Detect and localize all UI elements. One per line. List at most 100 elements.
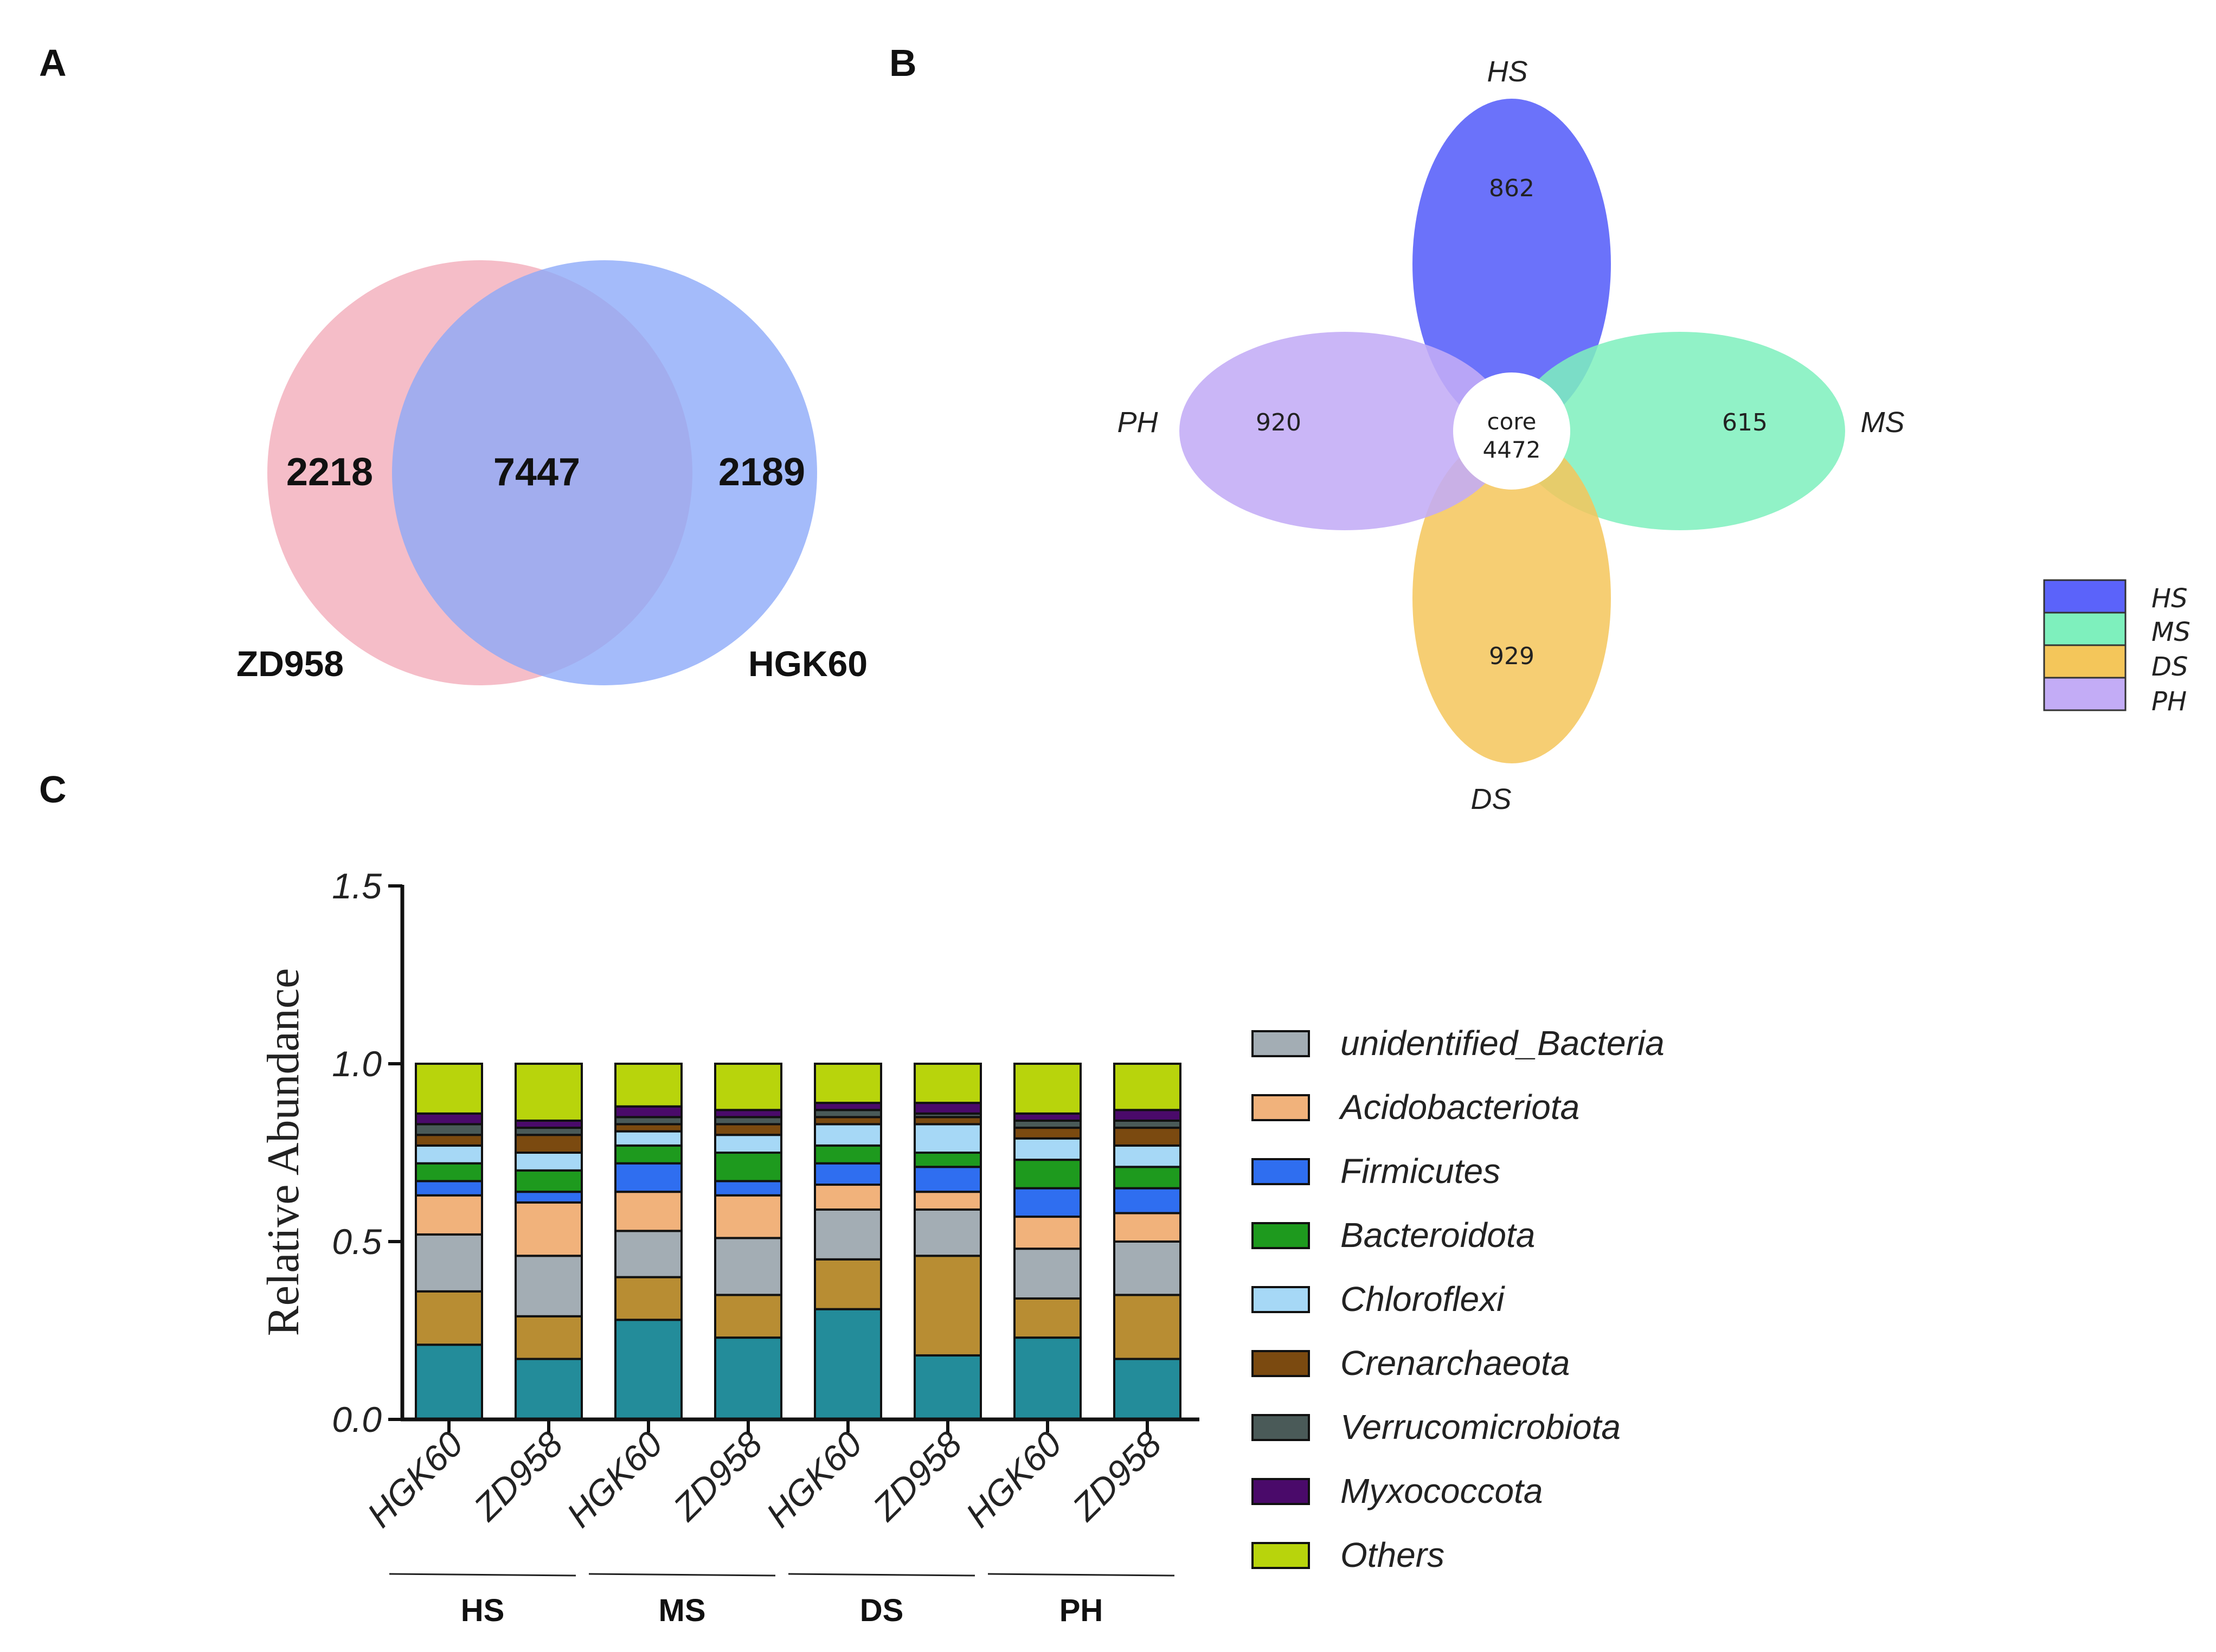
bar-segment-firmicutes-5 [914,1166,982,1193]
venn-circle-hgk60 [392,260,817,685]
flower-legend-label-ph: PH [2151,686,2187,717]
flower-legend-swatch-ph [2043,677,2127,711]
bar-segment-others-1 [515,1063,583,1122]
panel-b: B core 4472 862 615 929 920 HS MS DS PH … [889,42,2191,815]
group-underline-ds [788,1573,975,1577]
venn-label-zd958: ZD958 [236,644,344,684]
panel-c: C HGK60ZD958HGK60ZD958HGK60ZD958HGK60ZD9… [39,768,1665,1628]
panel-a-label: A [39,42,67,84]
bar-segment-proteobacteria-5 [914,1354,982,1420]
petal-ms [1514,332,1845,530]
bar-segment-bacteroidota-2 [614,1144,683,1165]
legend-label-bacteroidota: Bacteroidota [1340,1216,1535,1255]
bar-segment-crenarchaeota-7 [1113,1127,1181,1147]
bar-segment-others-2 [614,1063,683,1108]
bar-segment-bacteroidota-3 [714,1152,782,1182]
bar-segment-others-0 [415,1063,483,1115]
y-tick-label-3: 1.5 [332,866,382,906]
y-tick-label-1: 0.5 [332,1222,382,1262]
flower-legend: HS MS DS PH [2043,579,2191,717]
bar-segment-bacteroidota-7 [1113,1166,1181,1190]
bar-segment-acidobacteriota-4 [814,1184,882,1211]
panel-a: A 2218 7447 2189 ZD958 HGK60 [39,42,868,685]
bar-segment-actinobacteriota-2 [614,1276,683,1321]
petal-hs [1412,99,1611,429]
legend-label-crenarchaeota: Crenarchaeota [1340,1344,1570,1383]
bar-segment-unidentified-bacteria-7 [1113,1240,1181,1296]
bar-segment-bacteroidota-4 [814,1144,882,1165]
legend-swatch-acidobacteriota [1251,1094,1310,1121]
bar-segment-bacteroidota-6 [1013,1159,1082,1190]
group-underline-ms [588,1573,776,1577]
bar-segment-actinobacteriota-6 [1013,1297,1082,1339]
bar-segment-actinobacteriota-0 [415,1290,483,1346]
bar-segment-others-6 [1013,1063,1082,1115]
bar-segment-acidobacteriota-6 [1013,1216,1082,1250]
bar-segment-firmicutes-6 [1013,1187,1082,1218]
flower-legend-swatch-hs [2043,579,2127,614]
x-tick-label-1: ZD958 [465,1423,570,1528]
bar-segment-proteobacteria-3 [714,1336,782,1421]
legend-label-firmicutes: Firmicutes [1340,1152,1500,1191]
venn-label-hgk60: HGK60 [748,644,868,684]
petal-hs-label: HS [1487,55,1527,88]
bar-segment-myxococcota-7 [1113,1109,1181,1122]
bar-segment-firmicutes-3 [714,1180,782,1197]
bar-segment-unidentified-bacteria-2 [614,1230,683,1278]
bar-segment-unidentified-bacteria-6 [1013,1248,1082,1300]
venn-shared-count: 7447 [493,451,580,494]
bar-segment-chloroflexi-6 [1013,1137,1082,1161]
petal-ds [1412,433,1611,763]
bar-segment-others-5 [914,1063,982,1104]
bar-segment-proteobacteria-7 [1113,1358,1181,1420]
venn-zd958-unique: 2218 [286,451,373,494]
legend-swatch-chloroflexi [1251,1286,1310,1313]
bar-segment-myxococcota-0 [415,1112,483,1126]
petal-ph-value: 920 [1256,409,1301,436]
petal-ph-label: PH [1117,406,1158,439]
group-underline-ph [987,1573,1175,1577]
legend-label-myxococcota: Myxococcota [1340,1471,1543,1510]
group-underline-hs [389,1573,576,1577]
legend-swatch-firmicutes [1251,1158,1310,1185]
bar-segment-others-3 [714,1063,782,1111]
bar-segment-actinobacteriota-1 [515,1315,583,1360]
bar-segment-proteobacteria-2 [614,1319,683,1421]
bar-segment-chloroflexi-5 [914,1123,982,1154]
group-label-hs: HS [461,1593,505,1628]
flower-legend-swatch-ds [2043,644,2127,679]
legend-label-verrucomicrobiota: Verrucomicrobiota [1340,1407,1621,1447]
legend-label-chloroflexi: Chloroflexi [1340,1280,1505,1319]
bar-segment-acidobacteriota-1 [515,1201,583,1257]
petal-ds-label: DS [1470,783,1511,815]
bar-segment-acidobacteriota-0 [415,1194,483,1236]
flower-legend-label-ms: MS [2151,617,2191,647]
bar-segment-proteobacteria-1 [515,1358,583,1420]
bar-segment-myxococcota-5 [914,1102,982,1115]
legend-swatch-crenarchaeota [1251,1350,1310,1377]
flower-legend-swatch-ms [2043,612,2127,646]
legend-swatch-others [1251,1542,1310,1569]
bar-segment-chloroflexi-2 [614,1130,683,1147]
bar-segment-acidobacteriota-5 [914,1191,982,1211]
bar-segment-chloroflexi-3 [714,1134,782,1154]
petal-ms-label: MS [1861,406,1905,439]
x-tick-label-5: ZD958 [864,1423,969,1528]
bar-segment-crenarchaeota-3 [714,1123,782,1136]
flower-legend-label-hs: HS [2151,583,2188,614]
petal-hs-value: 862 [1489,175,1534,202]
legend-label-acidobacteriota: Acidobacteriota [1338,1088,1579,1127]
bar-segment-acidobacteriota-2 [614,1191,683,1232]
legend-label-others: Others [1340,1535,1444,1574]
bar-segment-firmicutes-0 [415,1180,483,1197]
y-tick-label-2: 1.0 [332,1044,382,1084]
core-label: core [1487,408,1537,435]
x-tick-label-3: ZD958 [665,1423,770,1528]
legend-swatch-bacteroidota [1251,1222,1310,1249]
bar-segment-firmicutes-4 [814,1162,882,1186]
x-tick-label-7: ZD958 [1064,1423,1169,1528]
bar-segment-actinobacteriota-4 [814,1258,882,1310]
bar-segment-proteobacteria-4 [814,1308,882,1420]
bar-segment-bacteroidota-0 [415,1162,483,1182]
